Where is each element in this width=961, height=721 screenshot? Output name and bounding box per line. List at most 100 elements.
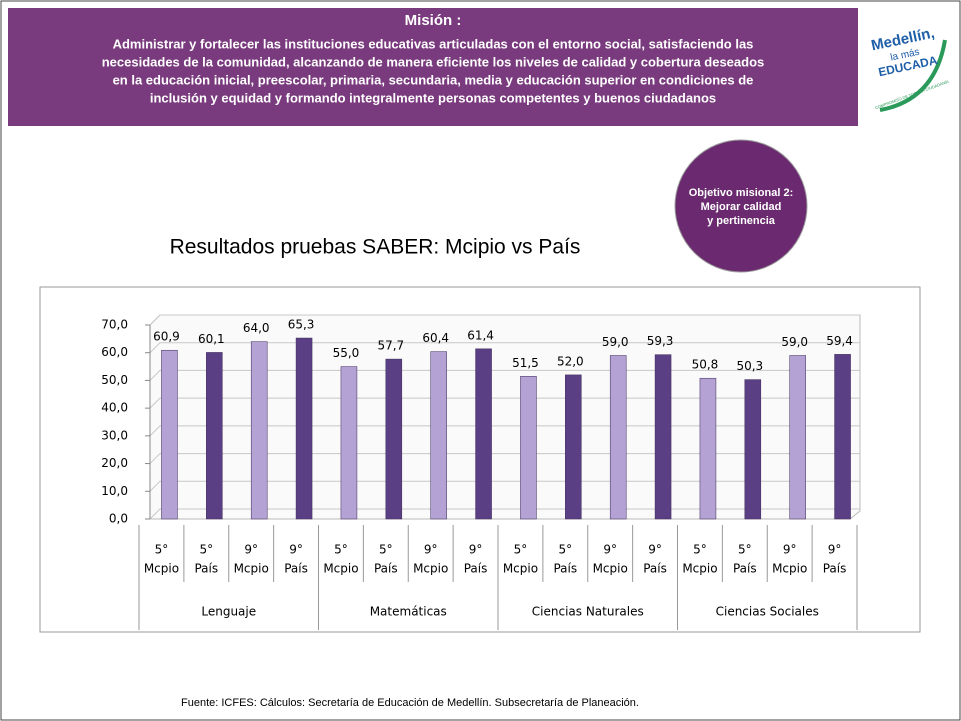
- bar: [161, 349, 178, 520]
- data-label: 61,4: [467, 328, 494, 342]
- x-tick-label: Mcpio: [323, 562, 358, 576]
- x-tick-label: 5°: [514, 543, 528, 557]
- bar: [295, 337, 313, 520]
- x-tick-label: 5°: [334, 543, 348, 557]
- x-tick-label: 9°: [783, 543, 797, 557]
- x-tick-label: 5°: [155, 543, 169, 557]
- grid-line: [149, 480, 860, 492]
- grid-line: [149, 369, 860, 381]
- x-tick-label: Mcpio: [593, 562, 628, 576]
- bar: [520, 376, 537, 520]
- x-tick-label: 9°: [424, 543, 438, 557]
- mission-line: Administrar y fortalecer las institucion…: [113, 36, 754, 51]
- data-label: 59,0: [781, 335, 808, 349]
- mission-banner: [8, 8, 858, 126]
- mission-line: en la educación inicial, preescolar, pri…: [113, 72, 754, 87]
- data-label: 57,7: [377, 339, 404, 353]
- x-tick-label: 5°: [199, 543, 213, 557]
- data-label: 59,0: [602, 335, 629, 349]
- grid-line: [149, 453, 860, 464]
- bar: [699, 377, 717, 520]
- data-label: 55,0: [333, 346, 360, 360]
- mission-text: Misión : Administrar y fortalecer las in…: [102, 12, 765, 105]
- x-tick-label: Mcpio: [144, 562, 179, 576]
- x-tick-label: País: [374, 562, 398, 576]
- x-tick-label: País: [823, 562, 847, 576]
- x-tick-label: 9°: [603, 543, 617, 557]
- data-label: 64,0: [243, 321, 270, 335]
- x-tick-label: País: [284, 562, 308, 576]
- bar: [206, 352, 223, 520]
- x-tick-label: 5°: [693, 543, 707, 557]
- bar: [609, 355, 627, 520]
- data-label: 59,4: [826, 334, 853, 348]
- x-tick-label: Mcpio: [503, 562, 538, 576]
- mission-line: inclusión y equidad y formando integralm…: [150, 90, 716, 105]
- grid-line: [149, 342, 860, 354]
- mission-title: Misión :: [405, 12, 462, 29]
- x-tick-label: Mcpio: [234, 562, 269, 576]
- x-tick-label: País: [553, 562, 577, 576]
- grid-line: [149, 397, 860, 409]
- source-note: Fuente: ICFES: Cálculos: Secretaría de E…: [181, 697, 639, 709]
- y-tick-label: 20,0: [101, 456, 128, 470]
- bar: [565, 374, 582, 520]
- y-tick-label: 70,0: [101, 318, 128, 332]
- y-tick-label: 50,0: [101, 373, 128, 387]
- y-tick-label: 10,0: [101, 484, 128, 498]
- x-tick-label: 9°: [648, 543, 662, 557]
- bar: [654, 354, 672, 520]
- x-tick-label: 9°: [289, 543, 303, 557]
- x-tick-label: País: [733, 562, 757, 576]
- x-tick-label: 9°: [469, 543, 483, 557]
- x-tick-label: 5°: [558, 543, 572, 557]
- x-tick-label: 9°: [244, 543, 258, 557]
- y-tick-label: 40,0: [101, 401, 128, 415]
- x-tick-label: País: [464, 562, 488, 576]
- badge-text: Objetivo misional 2: Mejorar calidad y p…: [689, 187, 794, 227]
- data-label: 52,0: [557, 354, 584, 368]
- bar: [789, 355, 806, 520]
- data-label: 60,9: [153, 330, 180, 344]
- grid-line: [149, 508, 860, 520]
- y-tick-label: 60,0: [101, 345, 128, 359]
- badge-line: y pertinencia: [707, 215, 776, 227]
- bar: [385, 358, 403, 520]
- x-tick-label: País: [643, 562, 667, 576]
- bar: [834, 354, 851, 520]
- mission-line: necesidades de la comunidad, alcanzando …: [102, 54, 765, 69]
- objective-badge: [674, 139, 808, 273]
- group-label: Matemáticas: [370, 605, 447, 619]
- group-label: Ciencias Naturales: [532, 605, 644, 619]
- x-tick-label: Mcpio: [413, 562, 448, 576]
- bar: [744, 379, 762, 520]
- bar: [250, 341, 268, 520]
- data-label: 50,8: [692, 358, 719, 372]
- data-label: 60,4: [422, 331, 449, 345]
- x-tick-label: Mcpio: [682, 562, 717, 576]
- x-tick-label: 9°: [828, 543, 842, 557]
- y-tick-label: 0,0: [109, 512, 128, 526]
- group-label: Ciencias Sociales: [716, 605, 819, 619]
- y-tick-label: 30,0: [101, 428, 128, 442]
- x-tick-label: 5°: [738, 543, 752, 557]
- grid-line: [149, 314, 860, 326]
- data-label: 51,5: [512, 356, 539, 370]
- badge-line: Mejorar calidad: [701, 201, 782, 213]
- data-label: 59,3: [647, 334, 674, 348]
- bar: [340, 366, 358, 520]
- data-label: 60,1: [198, 332, 225, 346]
- x-tick-label: Mcpio: [772, 562, 807, 576]
- logo-arrow: [879, 39, 947, 112]
- bar: [475, 348, 492, 520]
- bar: [430, 351, 447, 520]
- x-tick-label: 5°: [379, 543, 393, 557]
- data-label: 50,3: [736, 359, 763, 373]
- badge-line: Objetivo misional 2:: [689, 187, 794, 199]
- data-label: 65,3: [288, 318, 315, 332]
- x-tick-label: País: [194, 562, 218, 576]
- group-label: Lenguaje: [201, 605, 256, 619]
- grid-line: [149, 425, 860, 437]
- chart-title: Resultados pruebas SABER: Mcipio vs País: [170, 236, 581, 259]
